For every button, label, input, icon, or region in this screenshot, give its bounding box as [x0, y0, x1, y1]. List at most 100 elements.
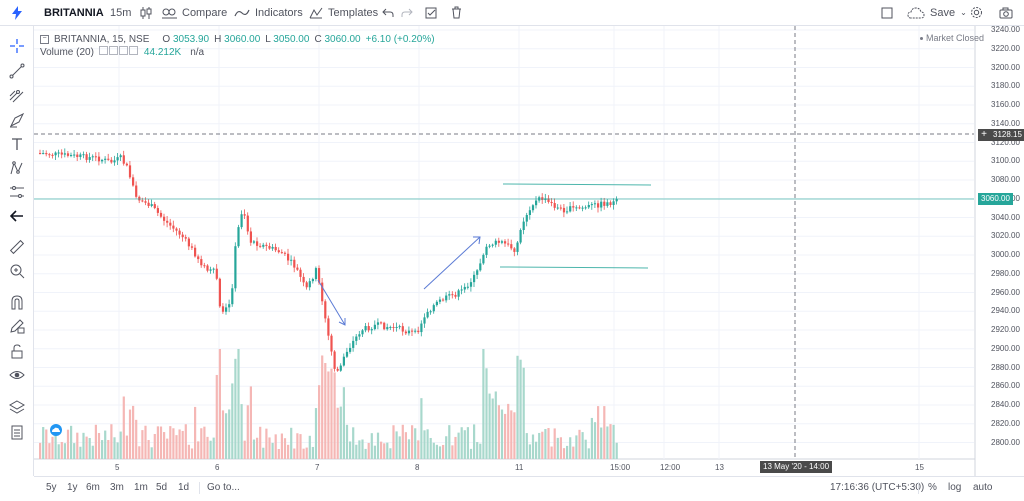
volume-bar: [370, 433, 373, 459]
data-window-tool[interactable]: [9, 424, 25, 440]
percent-scale-toggle[interactable]: %: [928, 482, 937, 493]
candle: [163, 216, 166, 221]
volume-bar: [373, 445, 376, 459]
candle: [578, 207, 581, 209]
range-5d[interactable]: 5d: [156, 482, 168, 493]
ruler-tool[interactable]: [9, 239, 25, 255]
pitchfork-tool[interactable]: [9, 87, 25, 103]
save-button[interactable]: Save ⌄: [907, 0, 967, 25]
volume-bar: [417, 440, 420, 459]
screenshot-button[interactable]: [999, 0, 1013, 25]
price-axis-label: 3020.00: [991, 231, 1020, 241]
text-tool[interactable]: [9, 136, 25, 152]
candle: [473, 274, 476, 283]
volume-bar: [283, 438, 287, 459]
candle: [345, 351, 349, 357]
volume-bar: [293, 448, 296, 459]
market-status: Market Closed: [920, 33, 984, 43]
interval-button[interactable]: 15m: [110, 6, 132, 19]
candle: [367, 326, 370, 331]
candle: [435, 301, 438, 306]
pattern-tool[interactable]: [9, 160, 25, 176]
volume-bar: [110, 424, 113, 459]
indicators-button[interactable]: Indicators: [234, 0, 303, 25]
add-alert-icon[interactable]: +: [978, 129, 990, 141]
volume-bar: [559, 437, 562, 459]
object-tree-tool[interactable]: [9, 399, 25, 415]
chart-type-button[interactable]: [140, 0, 152, 25]
candle: [225, 307, 228, 312]
chart-legend: − BRITANNIA, 15, NSE O 3053.90 H 3060.00…: [40, 33, 435, 59]
volume-bar: [175, 435, 178, 459]
back-tool[interactable]: [9, 208, 25, 224]
candle: [575, 207, 578, 209]
range-1y[interactable]: 1y: [67, 482, 78, 493]
settings-button[interactable]: [970, 0, 983, 25]
delete-button[interactable]: [451, 0, 462, 25]
volume-bar: [79, 446, 82, 459]
volume-bar: [197, 441, 200, 459]
earnings-marker-icon[interactable]: [49, 424, 63, 436]
prediction-tool[interactable]: [9, 184, 25, 200]
magnet-tool[interactable]: [9, 294, 25, 310]
range-1m[interactable]: 1m: [134, 482, 148, 493]
price-axis-label: 2920.00: [991, 325, 1020, 334]
goto-button[interactable]: Go to...: [207, 482, 240, 493]
symbol-search[interactable]: BRITANNIA: [44, 6, 104, 19]
range-5y[interactable]: 5y: [46, 482, 57, 493]
save-label: Save: [930, 6, 956, 19]
auto-scale-toggle[interactable]: auto: [973, 482, 993, 493]
range-3m[interactable]: 3m: [110, 482, 124, 493]
candle: [88, 157, 91, 160]
volume-bar: [482, 349, 485, 459]
volume-bar: [39, 442, 42, 459]
crosshair-tool[interactable]: [9, 38, 25, 54]
stay-in-drawing-tool[interactable]: [9, 318, 25, 334]
candle: [531, 205, 535, 211]
volume-bar: [268, 437, 271, 459]
volume-bar: [581, 432, 584, 459]
clock-timezone[interactable]: 17:16:36 (UTC+5:30): [830, 482, 925, 493]
zoom-tool[interactable]: [9, 263, 25, 279]
volume-bar: [392, 425, 395, 459]
collapse-icon[interactable]: −: [40, 35, 49, 44]
candle: [507, 243, 510, 245]
volume-bar: [556, 437, 559, 459]
lock-tool[interactable]: [9, 343, 25, 359]
volume-bar: [612, 424, 615, 459]
candle: [609, 202, 612, 205]
range-6m[interactable]: 6m: [86, 482, 100, 493]
brush-tool[interactable]: [9, 112, 25, 128]
templates-button[interactable]: Templates: [309, 0, 378, 25]
range-1d[interactable]: 1d: [178, 482, 190, 493]
arrow-head: [338, 318, 346, 326]
volume-bar: [562, 448, 566, 459]
legend-title[interactable]: BRITANNIA, 15, NSE: [54, 34, 150, 45]
candle: [82, 154, 85, 156]
down-arrow-drawing: [317, 279, 346, 326]
log-scale-toggle[interactable]: log: [948, 482, 962, 493]
volume-bar: [141, 430, 144, 459]
candle: [333, 351, 336, 369]
volume-bar: [203, 426, 206, 459]
snapshot-checklist-button[interactable]: [425, 0, 437, 25]
volume-legend-buttons[interactable]: [98, 46, 139, 59]
undo-button[interactable]: [382, 0, 394, 25]
volume-bar: [159, 426, 163, 459]
logo-icon[interactable]: [11, 0, 23, 25]
candle: [525, 214, 528, 222]
top-toolbar: BRITANNIA 15m Compare Indicators Templat…: [0, 0, 1024, 26]
visibility-tool[interactable]: [9, 367, 25, 383]
volume-bar: [299, 434, 302, 459]
candles-icon: [140, 6, 152, 19]
candle: [479, 263, 482, 271]
candle: [603, 201, 606, 206]
candle: [144, 201, 147, 203]
compare-button[interactable]: Compare: [162, 0, 227, 25]
price-chart[interactable]: [34, 26, 1024, 500]
fullscreen-button[interactable]: [881, 0, 893, 25]
redo-button[interactable]: [401, 0, 413, 25]
zoom-in-icon: [10, 264, 25, 279]
volume-legend-title[interactable]: Volume (20): [40, 47, 94, 58]
trend-line-tool[interactable]: [9, 63, 25, 79]
